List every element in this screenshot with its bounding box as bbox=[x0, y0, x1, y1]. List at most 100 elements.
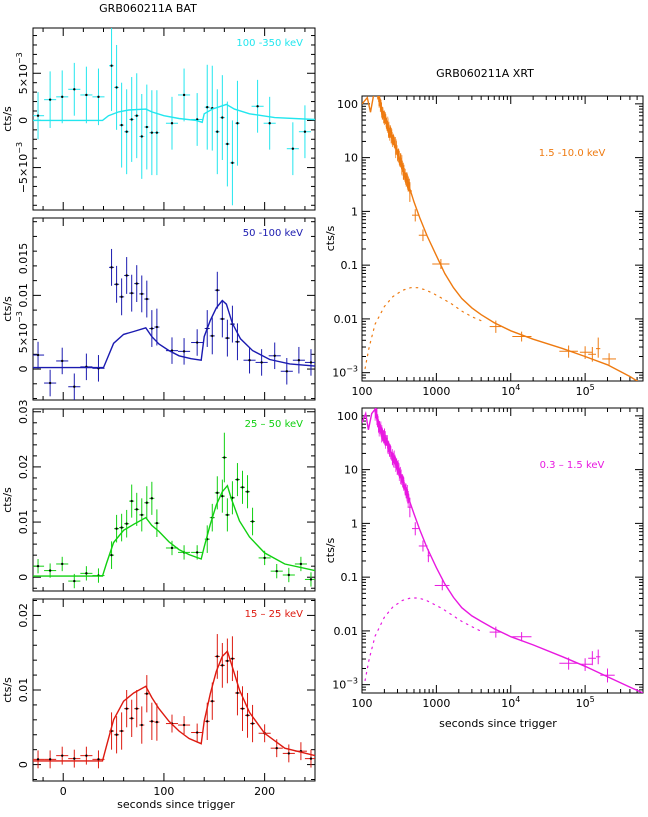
data-point bbox=[239, 686, 246, 732]
data-point bbox=[595, 649, 601, 665]
data-point bbox=[234, 323, 240, 361]
data-point-marker bbox=[309, 578, 313, 581]
x-tick-label: 0 bbox=[60, 785, 67, 798]
data-point-marker bbox=[140, 292, 143, 296]
tick-marks bbox=[361, 408, 644, 694]
data-point bbox=[224, 319, 230, 357]
data-point-marker bbox=[299, 562, 303, 566]
data-point bbox=[119, 712, 125, 750]
data-point-marker bbox=[226, 659, 229, 663]
data-point-marker bbox=[221, 664, 224, 667]
data-point bbox=[139, 275, 145, 313]
data-point-marker bbox=[36, 564, 40, 568]
data-point bbox=[219, 75, 225, 161]
data-point bbox=[224, 101, 230, 187]
data-point-marker bbox=[150, 131, 154, 134]
data-point bbox=[234, 670, 240, 716]
model-curve bbox=[362, 96, 639, 381]
data-point bbox=[139, 498, 145, 532]
model-curve bbox=[33, 103, 315, 124]
data-point bbox=[33, 92, 45, 140]
data-point-marker bbox=[140, 513, 143, 517]
data-point-marker bbox=[61, 754, 64, 757]
data-point bbox=[124, 690, 130, 728]
data-point-marker bbox=[135, 508, 138, 511]
data-point bbox=[245, 475, 251, 509]
data-point bbox=[68, 62, 81, 116]
data-point-marker bbox=[275, 746, 278, 750]
data-point-marker bbox=[61, 562, 64, 566]
data-point bbox=[144, 84, 150, 170]
data-point bbox=[292, 346, 305, 374]
data-point-marker bbox=[303, 130, 307, 133]
panel-xrt-1.5-10: 100 10 1 0.1 0.01 10−3 100 1000 104 105 cts/s 1.5 -… bbox=[324, 95, 644, 398]
data-point bbox=[154, 90, 160, 176]
y-tick-label: 0.01 bbox=[17, 510, 30, 535]
model-curve bbox=[33, 299, 315, 369]
data-point-marker bbox=[73, 385, 76, 388]
data-point bbox=[282, 567, 295, 583]
data-point-marker bbox=[85, 572, 88, 575]
data-point bbox=[418, 229, 428, 242]
data-point bbox=[144, 280, 150, 318]
data-point bbox=[80, 566, 93, 581]
data-point-marker bbox=[248, 359, 251, 362]
data-point-marker bbox=[260, 361, 263, 364]
y-axis-label: cts/s bbox=[324, 537, 337, 563]
data-point-marker bbox=[226, 336, 229, 340]
data-point-marker bbox=[236, 122, 239, 125]
plot-frame bbox=[32, 27, 316, 211]
data-point bbox=[154, 308, 160, 346]
y-tick-label: −5×10−3 bbox=[15, 142, 30, 193]
data-point bbox=[268, 342, 281, 370]
data-point-marker bbox=[48, 381, 52, 385]
data-point-marker bbox=[182, 350, 186, 353]
plot-area bbox=[33, 634, 315, 769]
data-point bbox=[33, 750, 45, 769]
data-point bbox=[165, 337, 179, 364]
data-point-marker bbox=[226, 513, 229, 517]
y-tick-label: 0 bbox=[17, 761, 30, 768]
x-tick-label: 1000 bbox=[422, 385, 450, 398]
data-point-marker bbox=[155, 131, 159, 134]
data-point-marker bbox=[287, 752, 291, 755]
data-point-marker bbox=[110, 64, 113, 67]
data-point-marker bbox=[115, 283, 118, 286]
panel-bat-15-25: 0.02 0.01 0 0 100 200 cts/s 15 – 25 keV bbox=[1, 598, 316, 798]
data-point-marker bbox=[115, 527, 118, 530]
bat-x-axis-label: seconds since trigger bbox=[117, 798, 235, 811]
data-point-marker bbox=[61, 359, 64, 363]
data-point-marker bbox=[36, 353, 40, 357]
band-label: 15 – 25 keV bbox=[245, 609, 304, 620]
data-point bbox=[114, 44, 120, 130]
plot-frame bbox=[32, 217, 316, 401]
data-point-marker bbox=[251, 520, 254, 523]
data-point bbox=[178, 716, 191, 735]
data-point-marker bbox=[170, 122, 174, 125]
data-point-marker bbox=[216, 130, 219, 133]
x-tick-label: 105 bbox=[576, 383, 595, 398]
data-point bbox=[114, 716, 120, 754]
data-point bbox=[149, 481, 155, 515]
data-point-marker bbox=[211, 699, 214, 703]
data-point bbox=[109, 248, 115, 286]
data-point bbox=[129, 484, 135, 518]
data-point bbox=[33, 341, 45, 369]
data-point-marker bbox=[145, 501, 149, 504]
data-point-marker bbox=[216, 289, 219, 292]
data-point-marker bbox=[275, 569, 278, 573]
plot-area bbox=[362, 408, 643, 693]
y-tick-label: 0.03 bbox=[17, 400, 30, 425]
data-point-marker bbox=[115, 86, 118, 89]
data-point bbox=[44, 563, 57, 578]
data-point bbox=[119, 278, 125, 316]
data-point-marker bbox=[246, 490, 249, 493]
data-point bbox=[191, 723, 204, 742]
data-point-marker bbox=[125, 274, 128, 277]
data-point bbox=[149, 310, 155, 347]
plot-frame bbox=[361, 407, 644, 694]
data-point-marker bbox=[48, 758, 52, 761]
y-axis-label: cts/s bbox=[1, 106, 14, 132]
data-point bbox=[219, 643, 225, 688]
tick-marks bbox=[361, 96, 644, 382]
